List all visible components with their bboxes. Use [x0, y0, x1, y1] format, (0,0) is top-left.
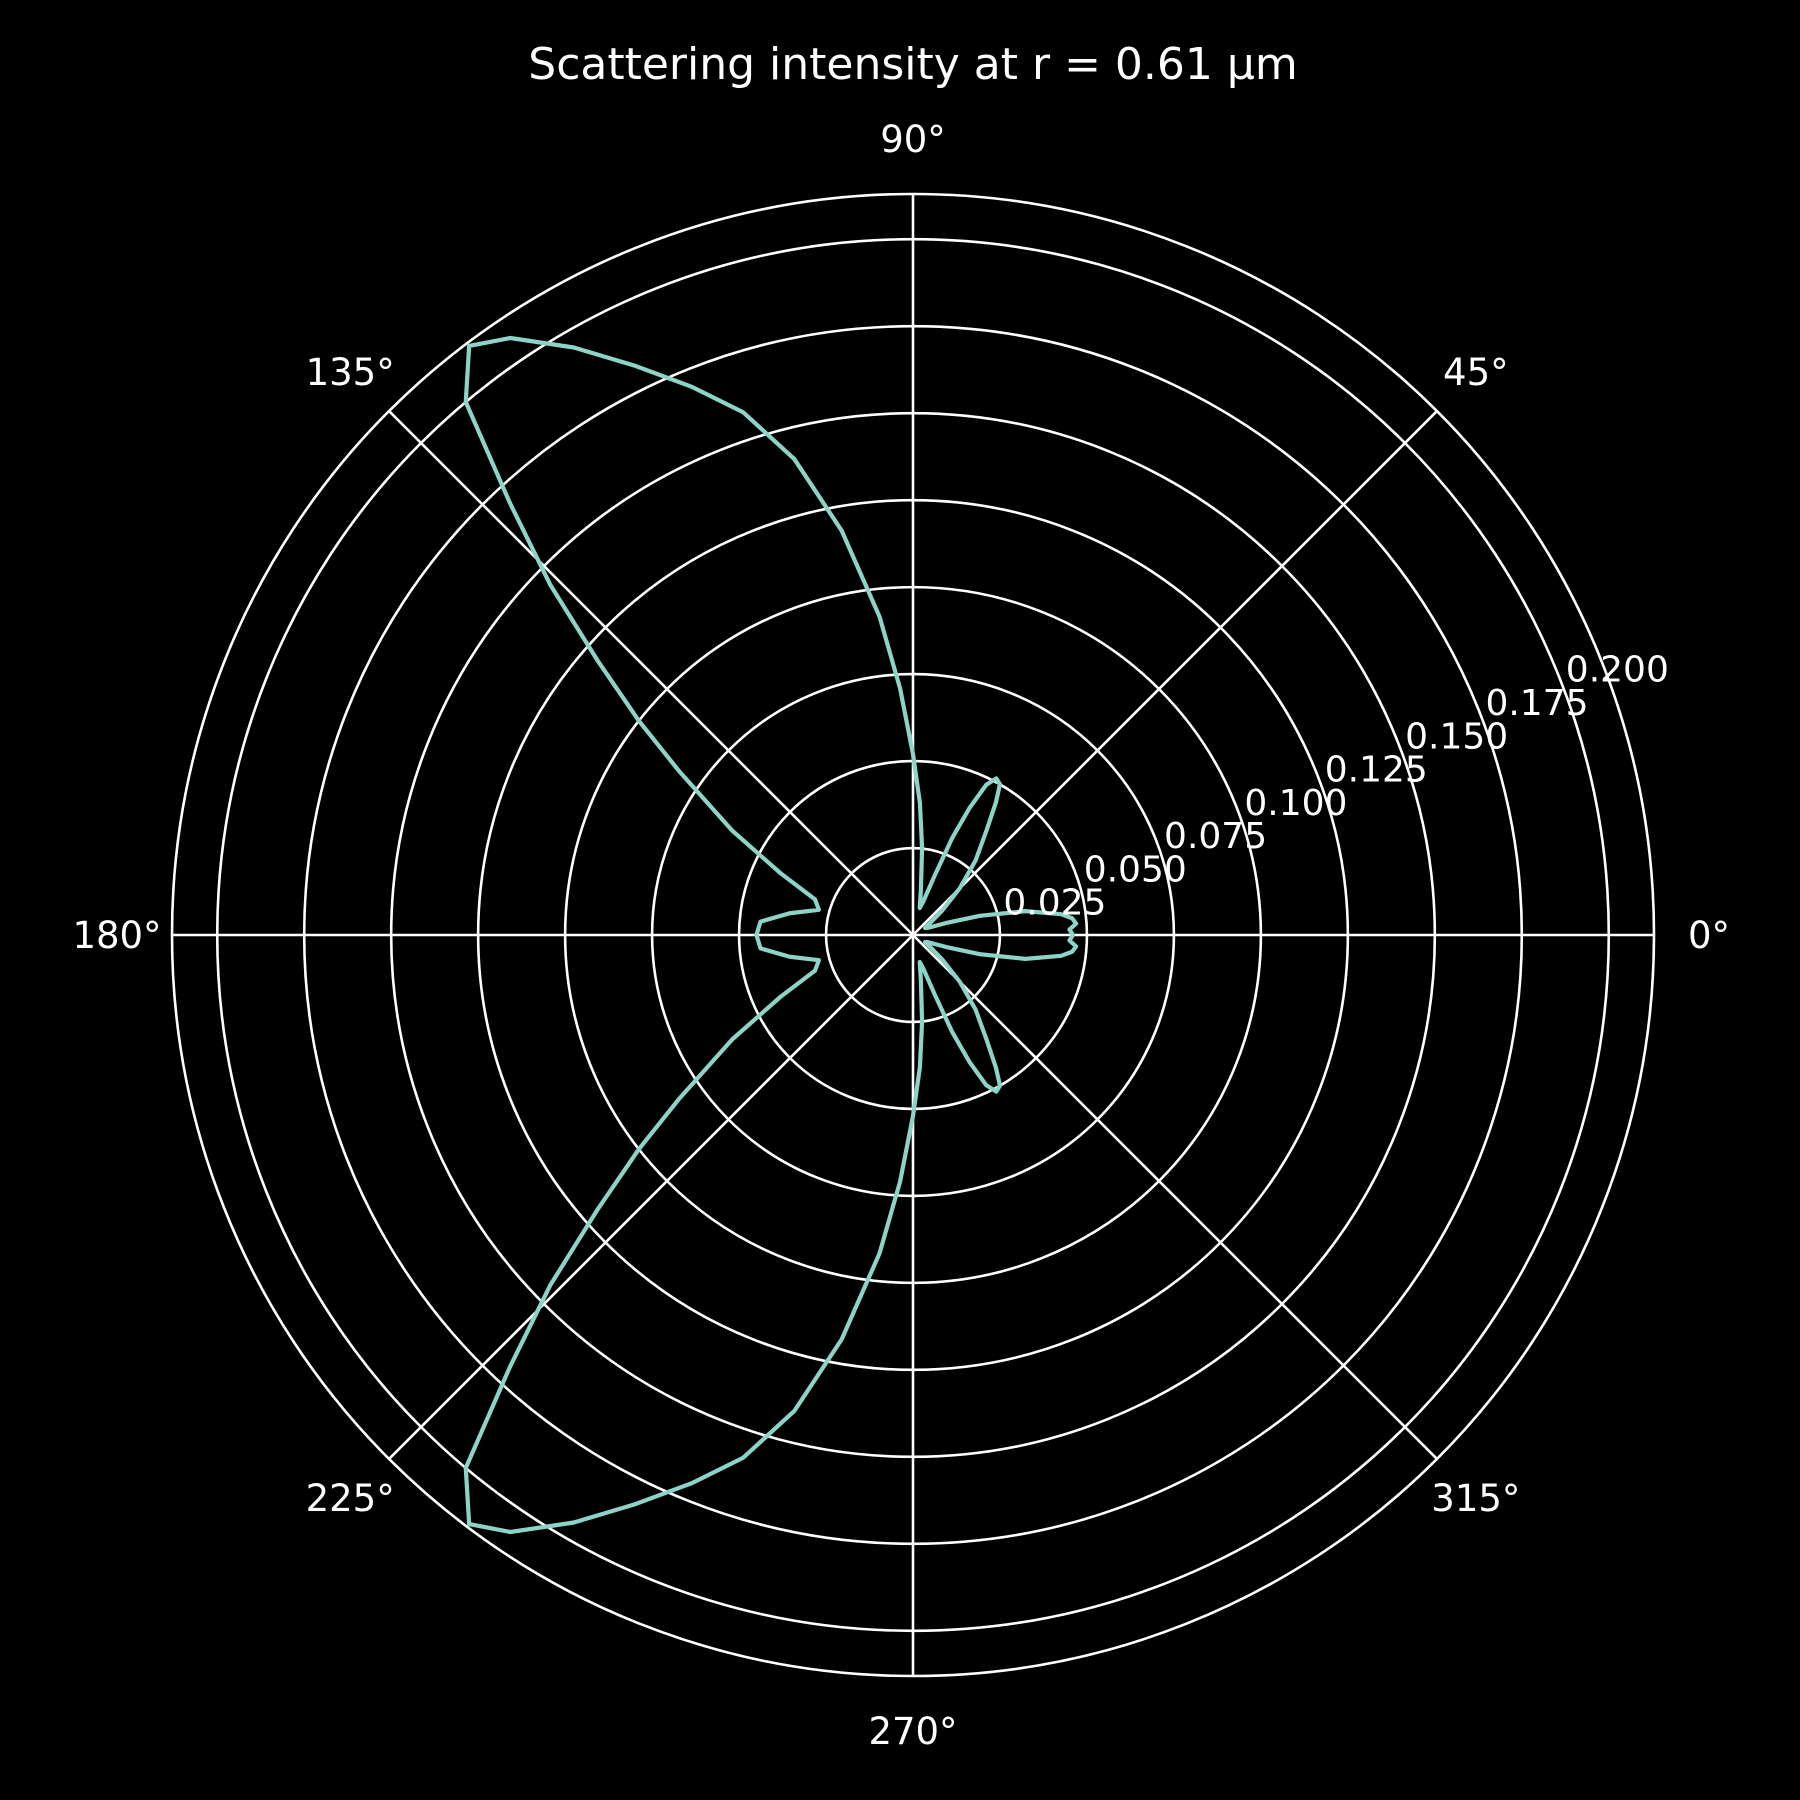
radial-tick-label-7: 0.200	[1566, 650, 1669, 691]
angular-gridline-1	[912, 410, 1438, 936]
angular-gridline-3	[388, 410, 914, 936]
angular-grid	[172, 194, 1654, 1676]
series-layer	[463, 335, 1079, 1535]
angular-tick-labels: 0° 45° 90° 135° 180° 225° 270° 315°	[72, 118, 1730, 1753]
radial-tick-label-3: 0.100	[1244, 783, 1347, 824]
angular-tick-label-3: 135°	[306, 351, 395, 394]
angular-tick-label-6: 270°	[868, 1710, 957, 1753]
radial-tick-label-4: 0.125	[1325, 750, 1428, 791]
radial-tick-label-1: 0.050	[1084, 849, 1187, 890]
radial-tick-label-6: 0.175	[1485, 683, 1588, 724]
series-line-0	[463, 335, 1079, 1535]
radial-tick-label-5: 0.150	[1405, 716, 1508, 757]
angular-tick-label-4: 180°	[72, 914, 161, 957]
angular-tick-label-2: 90°	[880, 118, 946, 161]
angular-gridline-7	[912, 934, 1438, 1460]
angular-tick-label-7: 315°	[1431, 1477, 1520, 1520]
chart-title: Scattering intensity at r = 0.61 µm	[528, 39, 1297, 90]
radial-tick-label-2: 0.075	[1164, 816, 1267, 857]
angular-tick-label-0: 0°	[1688, 914, 1730, 957]
angular-tick-label-5: 225°	[306, 1477, 395, 1520]
angular-tick-label-1: 45°	[1443, 351, 1509, 394]
radial-tick-label-0: 0.025	[1003, 883, 1106, 924]
angular-gridline-5	[388, 934, 914, 1460]
